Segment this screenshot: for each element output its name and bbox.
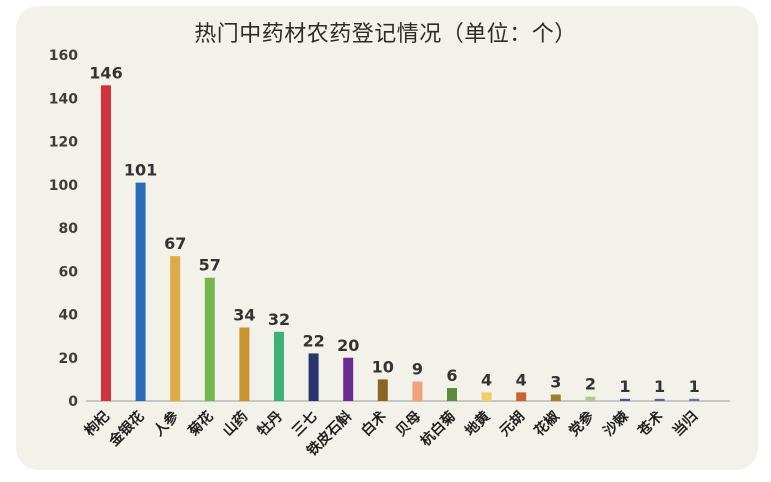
x-tick-label: 杭白菊 [417, 408, 459, 450]
data-label: 146 [89, 63, 122, 82]
y-axis: 0 20 40 60 80 100 120 140 160 [49, 48, 78, 410]
y-tick-label: 120 [49, 135, 78, 151]
x-tick-label: 沙棘 [600, 407, 633, 440]
bar [170, 256, 181, 401]
bar [239, 327, 250, 401]
data-label: 3 [550, 373, 561, 392]
bar [689, 398, 700, 401]
x-tick-label: 人参 [150, 407, 183, 440]
y-tick-label: 140 [49, 91, 78, 107]
chart-title: 热门中药材农药登记情况（单位：个） [194, 22, 577, 47]
x-tick-label: 苍术 [634, 408, 667, 441]
x-tick-label: 山药 [219, 408, 251, 440]
x-tick-label: 枸杞 [81, 408, 113, 440]
bar [377, 379, 388, 401]
x-tick-label: 牡丹 [254, 408, 286, 440]
x-tick-label: 贝母 [393, 409, 424, 440]
bar [412, 381, 423, 401]
x-tick-label: 花椒 [531, 408, 563, 440]
bar [135, 182, 146, 401]
data-label: 67 [164, 234, 186, 253]
bars: 146枸杞101金银花67人参57菊花34山药32牡丹22三七20铁皮石斛10白… [81, 63, 701, 459]
data-label: 20 [337, 336, 359, 355]
data-label: 34 [233, 305, 255, 324]
x-tick-label: 金银花 [105, 408, 147, 450]
x-tick-label: 元胡 [496, 408, 528, 440]
y-tick-label: 160 [49, 48, 78, 64]
data-label: 1 [654, 377, 665, 396]
y-tick-label: 0 [68, 394, 78, 410]
bar [516, 392, 527, 401]
data-label: 1 [689, 377, 700, 396]
data-label: 4 [516, 370, 527, 389]
bar [620, 398, 630, 401]
data-label: 101 [124, 161, 157, 180]
y-tick-label: 60 [59, 264, 79, 280]
y-tick-label: 20 [59, 351, 79, 367]
x-tick-label: 党参 [565, 407, 598, 440]
x-tick-label: 当归 [669, 408, 701, 440]
bar [101, 85, 111, 402]
x-tick-label: 菊花 [185, 408, 217, 440]
bar [550, 394, 561, 401]
data-label: 10 [372, 357, 394, 376]
bar [585, 396, 596, 401]
data-label: 2 [585, 375, 596, 394]
x-tick-label: 三七 [289, 409, 320, 440]
data-label: 9 [412, 360, 423, 379]
bar [447, 388, 457, 401]
data-label: 32 [268, 310, 290, 329]
bar [274, 331, 284, 401]
x-tick-label: 地黄 [462, 408, 494, 440]
bar [204, 277, 215, 401]
bar [308, 353, 319, 401]
bar [654, 398, 665, 401]
data-label: 22 [302, 331, 324, 350]
y-tick-label: 100 [49, 178, 78, 194]
data-label: 1 [619, 377, 630, 396]
y-tick-label: 40 [59, 308, 79, 324]
data-label: 57 [199, 256, 221, 275]
data-label: 4 [481, 370, 492, 389]
x-tick-label: 白术 [358, 408, 390, 440]
bar [343, 357, 354, 401]
y-tick-label: 80 [59, 221, 79, 237]
bar [481, 392, 492, 401]
data-label: 6 [446, 366, 457, 385]
